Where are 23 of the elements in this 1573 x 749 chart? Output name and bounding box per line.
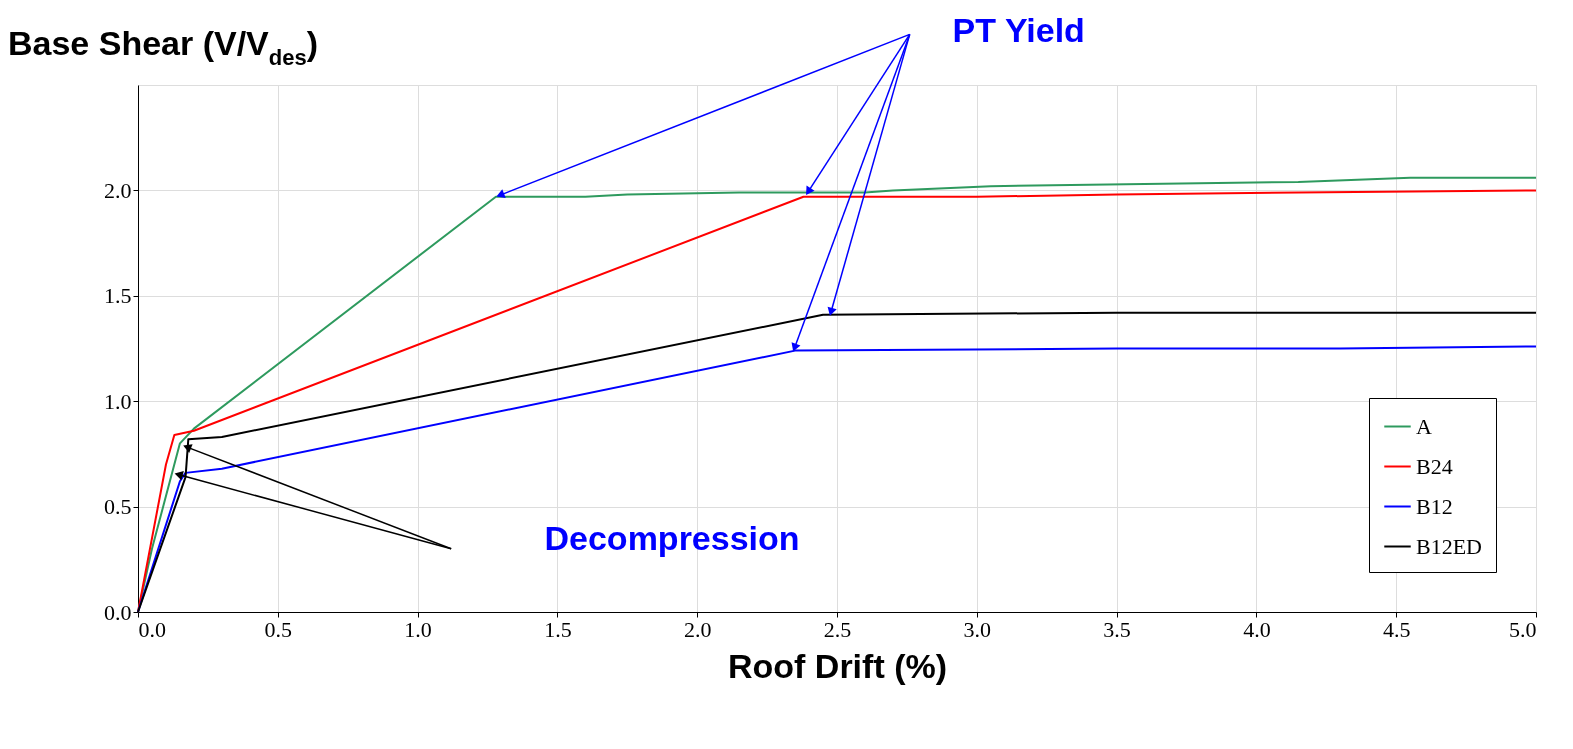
legend-label: B12ED [1416, 533, 1482, 559]
y-tick-label: 1.0 [104, 388, 132, 414]
x-tick-label: 1.5 [544, 616, 572, 642]
y-tick-label: 2.0 [104, 177, 132, 203]
x-tick-label: 5.0 [1509, 616, 1537, 642]
x-tick-label: 1.0 [404, 616, 432, 642]
annotation: Decompression [544, 519, 800, 558]
x-tick-label: 0.0 [138, 616, 166, 642]
annotation: PT Yield [952, 11, 1085, 50]
x-tick-label: 3.5 [1103, 616, 1131, 642]
y-tick-label: 1.5 [104, 283, 132, 309]
x-tick-label: 4.0 [1243, 616, 1271, 642]
legend-label: B24 [1416, 453, 1453, 479]
legend-label: B12 [1416, 493, 1453, 519]
x-tick-label: 0.5 [264, 616, 293, 642]
x-tick-label: 2.0 [683, 616, 712, 642]
legend-label: A [1416, 413, 1432, 439]
x-tick-label: 2.5 [823, 616, 852, 642]
x-axis-title: Roof Drift (%) [727, 646, 948, 685]
y-tick-label: 0.0 [104, 599, 132, 625]
x-tick-label: 3.0 [963, 616, 992, 642]
x-tick-label: 4.5 [1382, 616, 1411, 642]
y-tick-label: 0.5 [104, 494, 132, 520]
